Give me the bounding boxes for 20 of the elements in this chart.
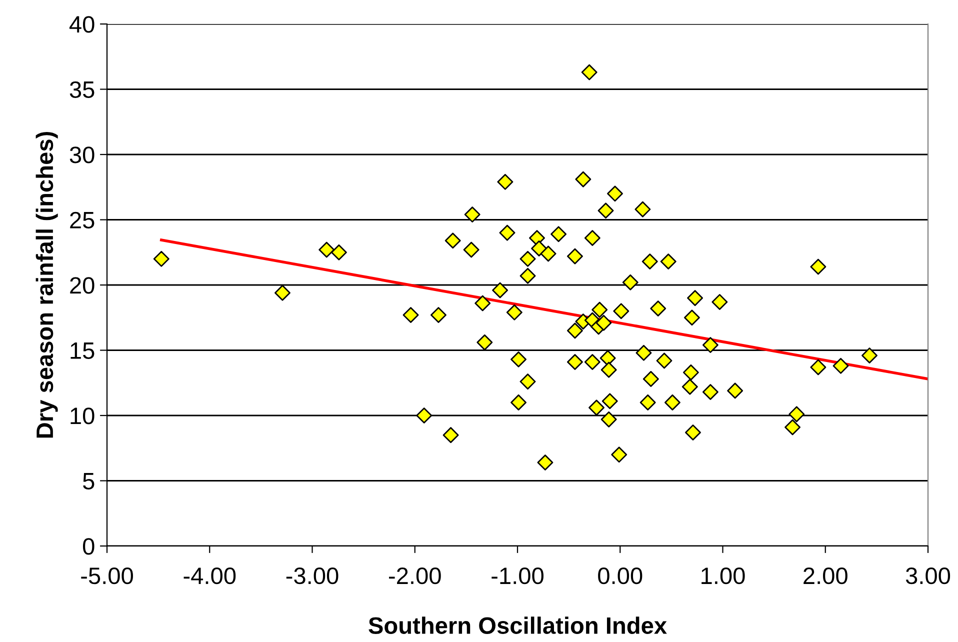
y-tick-label: 15 [70,342,94,360]
y-tick-label: 0 [82,538,94,555]
y-tick-label: 10 [70,408,94,424]
x-tick-label: 2.00 [804,567,848,584]
x-tick-label: -4.00 [184,567,236,584]
y-tick-label: 30 [70,146,94,164]
y-tick-label: 5 [83,473,94,490]
x-tick-label: -3.00 [286,567,338,584]
x-axis-title: Southern Oscillation Index [368,616,667,634]
x-tick-label: 3.00 [906,567,950,584]
x-tick-label: -5.00 [81,567,133,584]
x-tick-label: -1.00 [492,567,544,584]
y-tick-label: 25 [70,212,94,229]
y-tick-label: 20 [70,277,94,294]
x-tick-label: 0.00 [598,567,642,584]
y-tick-label: 40 [69,16,94,33]
x-tick-label: 1.00 [702,567,745,584]
y-tick-label: 35 [70,81,94,98]
x-tick-label: -2.00 [389,567,441,584]
y-axis-title: Dry season rainfall (inches) [36,132,58,438]
